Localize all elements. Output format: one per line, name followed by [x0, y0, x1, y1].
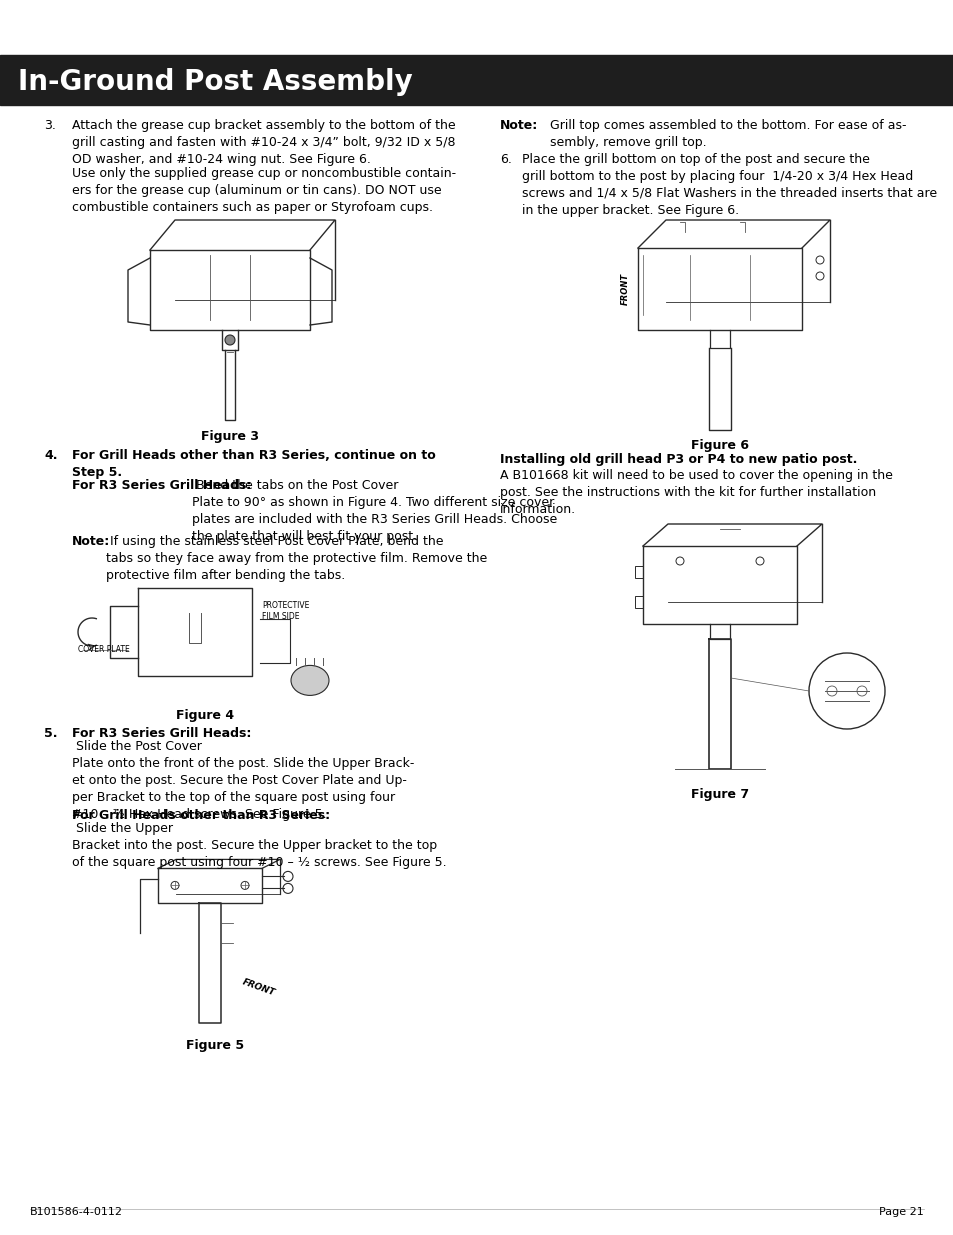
Text: Figure 3: Figure 3 [201, 430, 258, 443]
Bar [635, 597, 642, 608]
Circle shape [225, 335, 234, 345]
Text: Note:: Note: [71, 535, 111, 548]
Text: Use only the supplied grease cup or noncombustible contain-
ers for the grease c: Use only the supplied grease cup or nonc… [71, 167, 456, 214]
Text: For R3 Series Grill Heads:: For R3 Series Grill Heads: [71, 727, 251, 741]
Text: FRONT: FRONT [620, 273, 629, 305]
Text: 5.: 5. [44, 727, 57, 741]
Circle shape [808, 653, 884, 729]
Text: In-Ground Post Assembly: In-Ground Post Assembly [18, 68, 413, 96]
Text: 3.: 3. [44, 119, 56, 132]
Text: For Grill Heads other than R3 Series, continue on to
Step 5.: For Grill Heads other than R3 Series, co… [71, 450, 436, 479]
Text: A B101668 kit will need to be used to cover the opening in the
post. See the ins: A B101668 kit will need to be used to co… [499, 469, 892, 516]
Bar [0, 56, 953, 105]
Text: Slide the Post Cover
Plate onto the front of the post. Slide the Upper Brack-
et: Slide the Post Cover Plate onto the fron… [71, 741, 414, 821]
Text: Installing old grill head P3 or P4 to new patio post.: Installing old grill head P3 or P4 to ne… [499, 453, 857, 466]
Text: Place the grill bottom on top of the post and secure the
grill bottom to the pos: Place the grill bottom on top of the pos… [521, 153, 936, 217]
Text: Attach the grease cup bracket assembly to the bottom of the
grill casting and fa: Attach the grease cup bracket assembly t… [71, 119, 456, 165]
Text: Slide the Upper
Bracket into the post. Secure the Upper bracket to the top
of th: Slide the Upper Bracket into the post. S… [71, 823, 446, 869]
Text: Page 21: Page 21 [879, 1207, 923, 1216]
Bar [635, 566, 642, 578]
Text: Note:: Note: [499, 119, 537, 132]
Text: For R3 Series Grill Heads:: For R3 Series Grill Heads: [71, 479, 251, 492]
Text: 6.: 6. [499, 153, 512, 165]
Text: Figure 7: Figure 7 [690, 788, 748, 802]
Text: For Grill Heads other than R3 Series:: For Grill Heads other than R3 Series: [71, 809, 330, 823]
Text: Figure 4: Figure 4 [175, 709, 233, 722]
Text: Figure 5: Figure 5 [186, 1040, 244, 1052]
Text: COVER PLATE: COVER PLATE [78, 645, 130, 655]
Text: B101586-4-0112: B101586-4-0112 [30, 1207, 123, 1216]
Text: 4.: 4. [44, 450, 57, 462]
Text: Figure 6: Figure 6 [690, 438, 748, 452]
Text: Bend the tabs on the Post Cover
Plate to 90° as shown in Figure 4. Two different: Bend the tabs on the Post Cover Plate to… [192, 479, 557, 543]
Text: PROTECTIVE
FILM SIDE: PROTECTIVE FILM SIDE [262, 601, 309, 621]
Text: If using the stainless steel Post Cover Plate, bend the
tabs so they face away f: If using the stainless steel Post Cover … [106, 535, 487, 582]
Text: Grill top comes assembled to the bottom. For ease of as-
sembly, remove grill to: Grill top comes assembled to the bottom.… [550, 119, 905, 149]
Ellipse shape [291, 666, 329, 695]
Text: FRONT: FRONT [241, 977, 276, 998]
